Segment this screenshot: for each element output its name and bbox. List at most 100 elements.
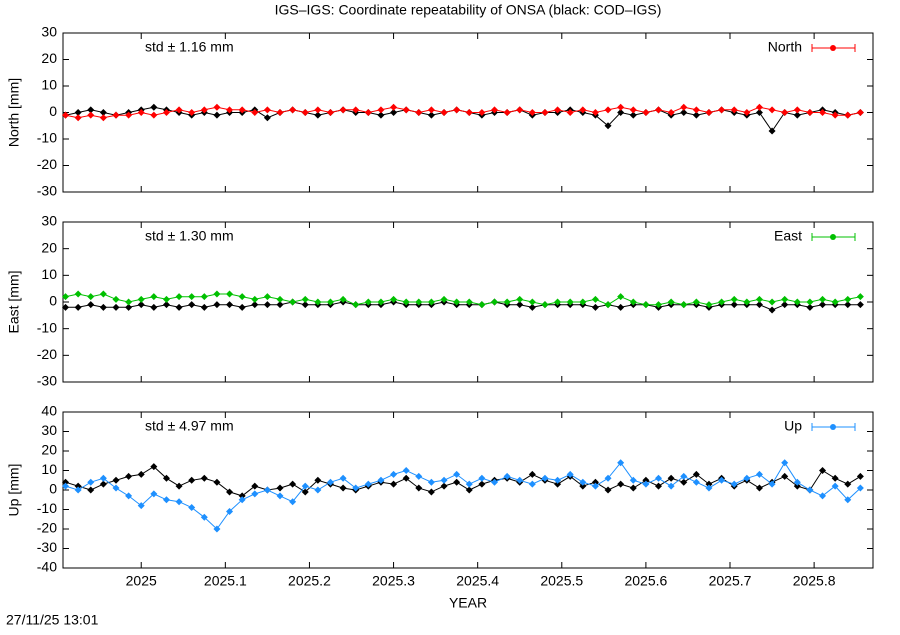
data-point <box>793 298 801 306</box>
data-point <box>579 482 587 490</box>
data-point <box>831 482 839 490</box>
data-point <box>591 478 599 486</box>
data-point <box>188 476 196 484</box>
x-tick-label: 2025.7 <box>709 573 752 589</box>
data-point <box>162 301 170 309</box>
data-point <box>251 109 259 116</box>
x-tick-label: 2025.8 <box>793 573 836 589</box>
data-point <box>390 470 398 478</box>
data-point <box>213 525 221 533</box>
data-point <box>541 301 549 309</box>
x-tick-label: 2025.3 <box>372 573 415 589</box>
data-point <box>579 478 587 486</box>
data-point <box>427 298 435 306</box>
data-point <box>251 301 259 309</box>
data-point <box>541 474 549 482</box>
y-tick-label: 20 <box>41 442 57 458</box>
data-point <box>554 476 562 484</box>
data-point <box>263 106 271 114</box>
data-point <box>402 106 410 114</box>
series-line <box>65 301 861 311</box>
data-point <box>137 301 145 309</box>
data-point <box>263 486 271 494</box>
data-point <box>440 295 448 303</box>
data-point <box>74 486 82 494</box>
data-point <box>793 106 801 114</box>
data-point <box>238 496 246 504</box>
y-tick-label: 40 <box>41 403 57 419</box>
data-point <box>415 298 423 306</box>
data-point <box>591 303 599 311</box>
data-point <box>617 103 625 111</box>
data-point <box>541 109 549 116</box>
data-point <box>755 470 763 478</box>
data-point <box>503 298 511 306</box>
data-point <box>213 103 221 111</box>
data-point <box>377 106 385 114</box>
data-point <box>162 496 170 504</box>
data-point <box>125 111 133 119</box>
y-tick-label: -30 <box>37 183 57 199</box>
data-point <box>516 301 524 309</box>
data-point <box>793 482 801 490</box>
data-point <box>629 298 637 306</box>
x-tick-label: 2025 <box>126 573 157 589</box>
data-point <box>743 298 751 306</box>
data-point <box>743 109 751 116</box>
data-point <box>200 513 208 521</box>
data-point <box>755 109 763 116</box>
data-point <box>844 295 852 303</box>
data-point <box>692 106 700 114</box>
data-point <box>629 111 637 119</box>
y-tick-label: 10 <box>41 77 57 93</box>
data-point <box>755 484 763 492</box>
series-line <box>65 106 861 119</box>
y-tick-label: -10 <box>37 500 57 516</box>
data-point <box>99 474 107 482</box>
data-point <box>314 486 322 494</box>
data-point <box>200 293 208 301</box>
y-tick-label: 20 <box>41 239 57 255</box>
data-point <box>617 109 625 116</box>
data-point <box>62 293 70 301</box>
legend-label: Up <box>784 418 802 434</box>
data-point <box>856 293 864 301</box>
data-point <box>566 470 574 478</box>
data-point <box>162 295 170 303</box>
data-point <box>251 482 259 490</box>
data-point <box>263 301 271 309</box>
data-point <box>99 480 107 488</box>
data-point <box>150 111 158 119</box>
data-point <box>402 298 410 306</box>
data-point <box>781 295 789 303</box>
data-point <box>226 507 234 515</box>
data-point <box>200 474 208 482</box>
data-point <box>617 480 625 488</box>
legend-marker <box>830 424 836 430</box>
data-point <box>478 474 486 482</box>
x-tick-label: 2025.1 <box>204 573 247 589</box>
data-point <box>87 106 95 114</box>
data-point <box>781 459 789 467</box>
data-point <box>276 109 284 116</box>
data-point <box>667 474 675 482</box>
data-point <box>87 486 95 494</box>
data-point <box>478 109 486 116</box>
data-point <box>289 498 297 506</box>
data-point <box>831 111 839 119</box>
data-point <box>655 301 663 309</box>
data-point <box>150 293 158 301</box>
data-point <box>591 109 599 116</box>
y-tick-label: 30 <box>41 422 57 438</box>
data-point <box>390 109 398 116</box>
data-point <box>604 486 612 494</box>
data-point <box>213 290 221 298</box>
data-point <box>730 106 738 114</box>
data-point <box>667 482 675 490</box>
data-point <box>213 478 221 486</box>
data-point <box>705 301 713 309</box>
data-point <box>352 484 360 492</box>
data-point <box>629 484 637 492</box>
data-point <box>364 480 372 488</box>
